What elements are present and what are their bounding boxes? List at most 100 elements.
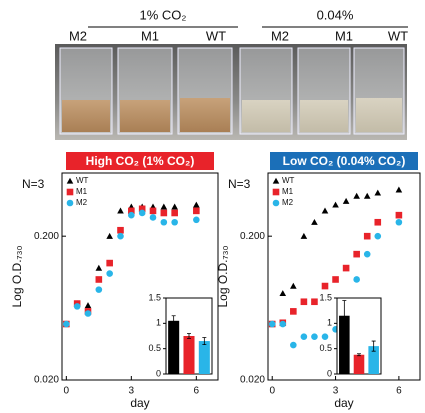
legend-marker [66, 188, 74, 196]
bar [183, 336, 195, 374]
sample-label: M2 [271, 28, 289, 43]
error-bar [187, 333, 191, 339]
y-tick-label: 0.5 [148, 343, 161, 353]
point [106, 270, 113, 277]
x-tick-label: 3 [333, 386, 339, 397]
point [311, 218, 318, 225]
y-tick-label: 1.5 [148, 292, 161, 302]
legend-label: M1 [282, 187, 294, 196]
point [353, 276, 360, 283]
error-bar [202, 337, 207, 346]
point [395, 218, 403, 226]
point [395, 186, 403, 193]
point [268, 320, 276, 328]
point [395, 211, 403, 219]
point [95, 276, 103, 283]
point [290, 282, 297, 289]
sample-label: M2 [69, 28, 87, 43]
point [160, 218, 168, 226]
legend-marker [66, 177, 74, 184]
point [84, 302, 92, 309]
legend-label: M1 [76, 187, 88, 196]
point [117, 207, 124, 214]
point [63, 320, 70, 328]
point [342, 264, 350, 272]
point [374, 189, 382, 196]
y-tick-label: 0.020 [240, 375, 265, 386]
legend-marker [66, 199, 74, 207]
culture-high [62, 98, 230, 132]
point [160, 209, 168, 217]
point [128, 207, 135, 215]
point [363, 192, 371, 199]
point [128, 211, 135, 219]
y-axis-label: Log O.D.₇₃₀ [10, 245, 24, 307]
point [117, 226, 124, 234]
point [311, 298, 318, 306]
y-tick-label: 0 [327, 368, 332, 378]
point [279, 290, 287, 297]
x-axis-label: day [334, 396, 353, 410]
y-tick-label: 0.020 [34, 375, 59, 386]
point [321, 282, 329, 290]
legend-label: M2 [76, 198, 88, 207]
point [171, 209, 178, 217]
y-tick-label: 0 [156, 368, 161, 378]
group-label: 0.04% [317, 7, 354, 22]
bar [353, 354, 365, 374]
point [363, 232, 371, 240]
sample-label: M1 [335, 28, 353, 43]
error-bar [371, 340, 376, 352]
legend-marker [272, 177, 280, 184]
point [95, 264, 103, 271]
sample-label: M1 [141, 28, 159, 43]
point [300, 298, 308, 306]
chart-title: Low CO₂ (0.04% CO₂) [283, 154, 406, 168]
point [279, 320, 287, 328]
legend-label: M2 [282, 198, 294, 207]
point [374, 232, 382, 240]
error-bar [357, 353, 361, 357]
legend-label: WT [76, 176, 89, 185]
point [171, 218, 178, 226]
point [290, 308, 297, 315]
x-tick-label: 0 [269, 386, 275, 397]
error-bar [342, 300, 347, 332]
x-axis-label: day [130, 396, 149, 410]
point [300, 333, 308, 341]
point [193, 201, 200, 208]
x-tick-label: 6 [194, 386, 200, 397]
annotation: N=3 [22, 177, 45, 191]
x-tick-label: 3 [129, 386, 135, 397]
point [171, 203, 178, 210]
point [149, 207, 157, 215]
point [321, 333, 329, 341]
plot-frame [61, 172, 219, 381]
x-tick-label: 0 [64, 386, 70, 397]
bar [168, 320, 180, 374]
sample-label: WT [388, 28, 408, 43]
point [332, 201, 339, 208]
point [363, 250, 371, 258]
point [138, 209, 146, 217]
point [353, 192, 360, 199]
point [193, 207, 200, 215]
bar [339, 315, 350, 374]
photo-background [55, 44, 407, 140]
y-tick-label: 1 [327, 318, 332, 328]
point [342, 197, 350, 204]
point [95, 286, 103, 293]
sample-label: WT [206, 28, 226, 43]
title-box [270, 152, 418, 170]
point [321, 207, 329, 214]
point [117, 232, 124, 240]
bar [368, 346, 379, 374]
point [353, 250, 360, 258]
legend-marker [272, 199, 280, 207]
y-tick-label: 1.5 [319, 292, 332, 302]
point [84, 310, 92, 317]
error-bar [171, 315, 176, 327]
y-tick-label: 0.5 [319, 343, 332, 353]
